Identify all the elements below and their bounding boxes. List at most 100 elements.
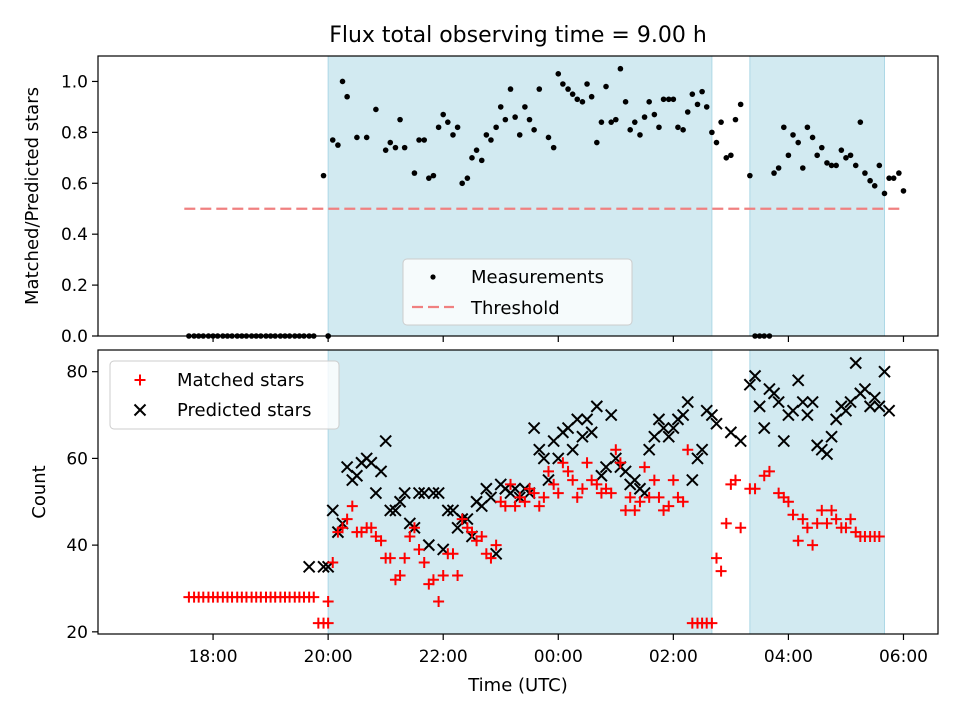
- predicted-star-marker: [393, 495, 407, 508]
- legend-predicted-cross: [133, 403, 147, 417]
- measurement-point: [660, 96, 667, 103]
- measurement-point: [555, 71, 562, 77]
- measurement-point: [459, 180, 465, 187]
- ratio-y-tick-label: 0.6: [61, 174, 88, 194]
- count-legend: Matched stars Predicted stars: [109, 360, 340, 430]
- ratio-plot-frame: [97, 55, 939, 337]
- predicted-star-marker: [340, 460, 354, 474]
- measurement-point: [857, 119, 864, 125]
- measurement-point: [387, 139, 394, 146]
- predicted-star-marker: [844, 395, 857, 409]
- matched-star-marker: [346, 500, 358, 512]
- legend-matched-label: Matched stars: [177, 370, 304, 391]
- matched-star-marker: [634, 496, 646, 508]
- predicted-star-marker: [753, 400, 766, 413]
- predicted-star-marker: [878, 365, 891, 378]
- matched-star-marker: [826, 504, 838, 516]
- matched-star-marker: [715, 565, 727, 577]
- matched-star-marker: [830, 513, 842, 525]
- predicted-star-marker: [652, 413, 666, 426]
- predicted-star-marker: [379, 434, 392, 448]
- ratio-panel: 0.0 0.2 0.4 0.6 0.8 1.0 Matched/Predicted sta…: [22, 55, 939, 347]
- measurement-point: [680, 127, 686, 133]
- predicted-star-marker: [326, 504, 339, 517]
- predicted-star-marker: [580, 413, 594, 426]
- matched-star-marker: [337, 522, 349, 534]
- matched-star-marker: [720, 517, 732, 529]
- matched-star-marker: [418, 556, 430, 568]
- time-x-tick-label: 02:00: [649, 647, 698, 667]
- measurement-point: [771, 170, 777, 176]
- matched-star-marker: [533, 500, 545, 512]
- matched-star-marker: [548, 478, 560, 490]
- ratio-y-tick-label: 0.2: [61, 276, 88, 296]
- predicted-star-marker: [849, 356, 862, 370]
- time-x-tick-label: 18:00: [189, 647, 238, 667]
- measurement-point: [411, 170, 418, 176]
- matched-star-marker: [413, 543, 425, 555]
- ratio-axis-ticks: 0.0 0.2 0.4 0.6 0.8 1.0: [61, 72, 905, 347]
- measurement-point: [545, 134, 552, 141]
- measurement-point: [896, 170, 902, 176]
- matched-star-marker: [562, 465, 574, 477]
- matched-star-marker: [375, 535, 387, 547]
- measurement-point: [430, 172, 437, 179]
- predicted-star-marker: [758, 421, 771, 435]
- measurement-point: [339, 78, 346, 85]
- measurement-point: [871, 183, 878, 189]
- measurement-point: [646, 99, 652, 105]
- predicted-star-marker: [384, 504, 397, 517]
- predicted-star-marker: [537, 452, 551, 465]
- predicted-star-marker: [484, 491, 498, 504]
- measurement-point: [464, 175, 471, 181]
- measurement-point: [536, 86, 543, 92]
- measurement-point: [574, 96, 581, 103]
- predicted-star-marker: [604, 408, 618, 422]
- predicted-star-marker: [676, 408, 690, 422]
- measurement-point: [416, 137, 422, 143]
- matched-star-marker: [528, 487, 540, 499]
- matched-star-marker: [427, 574, 439, 586]
- measurement-point: [594, 139, 600, 146]
- matched-star-marker: [807, 539, 819, 551]
- legend-matched-marker: [134, 374, 146, 386]
- measurement-point: [881, 190, 888, 197]
- predicted-star-marker: [427, 486, 440, 500]
- predicted-star-marker: [820, 447, 834, 461]
- time-x-tick-label: 20:00: [304, 647, 353, 667]
- predicted-star-marker: [571, 413, 584, 426]
- matched-star-marker: [643, 491, 655, 503]
- measurement-point: [867, 177, 873, 184]
- predicted-star-marker: [806, 395, 819, 409]
- matched-star-marker: [490, 539, 502, 551]
- predicted-star-marker: [801, 408, 814, 422]
- predicted-star-markers: [302, 356, 896, 574]
- ratio-y-tick-label: 1.0: [61, 72, 88, 92]
- measurement-point: [781, 124, 787, 131]
- measurement-point: [689, 91, 696, 97]
- matched-star-marker: [437, 569, 449, 581]
- measurement-point: [631, 119, 638, 125]
- ratio-y-tick-label: 0.0: [61, 327, 88, 347]
- matched-star-marker: [581, 457, 593, 469]
- predicted-star-marker: [868, 391, 881, 404]
- predicted-star-marker: [882, 404, 896, 417]
- measurement-point: [344, 93, 350, 100]
- measurement-point: [670, 96, 677, 103]
- predicted-star-marker: [791, 374, 805, 387]
- predicted-star-marker: [772, 395, 785, 409]
- measurement-point: [843, 155, 849, 161]
- legend-threshold-label: Threshold: [470, 298, 560, 319]
- measurement-point: [828, 162, 835, 169]
- matched-star-marker: [542, 465, 554, 477]
- predicted-star-marker: [691, 452, 704, 465]
- measurement-point: [790, 132, 796, 138]
- matched-star-marker: [710, 552, 722, 564]
- ratio-legend-box: [402, 258, 633, 326]
- predicted-star-marker: [686, 473, 699, 487]
- matched-star-marker: [614, 457, 626, 469]
- matched-star-marker: [476, 530, 488, 542]
- ratio-legend: Measurements Threshold: [402, 258, 633, 326]
- measurement-point: [560, 81, 566, 87]
- predicted-star-marker: [412, 486, 426, 500]
